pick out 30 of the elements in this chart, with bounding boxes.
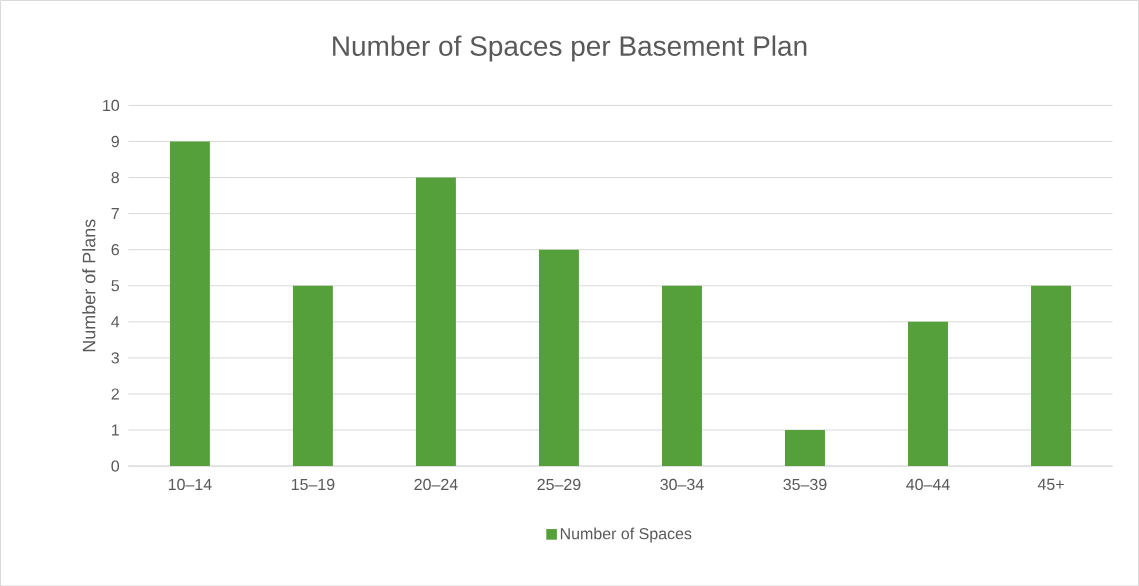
bar (785, 429, 825, 466)
bar (1031, 285, 1071, 466)
bar (908, 321, 948, 466)
y-tick-label: 5 (111, 279, 120, 292)
chart-title: Number of Spaces per Basement Plan (333, 35, 807, 62)
bar (169, 141, 210, 466)
y-tick-label: 10 (103, 99, 120, 111)
y-tick-label: 9 (111, 135, 119, 147)
y-axis-title: Number of Plans (82, 219, 96, 351)
y-tick-label: 6 (111, 243, 119, 256)
y-tick-label: 4 (111, 316, 120, 328)
x-tick-label: 10–14 (168, 478, 212, 490)
bar (292, 285, 333, 466)
y-tick-label: 1 (112, 424, 119, 436)
y-tick-label: 3 (111, 352, 119, 364)
bar (415, 177, 456, 466)
x-tick-label: 20–24 (414, 478, 458, 490)
y-tick-label: 0 (111, 460, 120, 472)
x-tick-label: 40–44 (906, 478, 950, 490)
x-tick-label: 45+ (1037, 478, 1064, 490)
bar (538, 249, 579, 466)
y-tick-label: 7 (111, 207, 119, 219)
legend-label: Number of Spaces (560, 527, 692, 543)
y-tick-label: 2 (111, 388, 119, 400)
x-tick-label: 35–39 (783, 478, 827, 490)
x-tick-label: 25–29 (537, 478, 581, 490)
bar (661, 285, 702, 466)
x-tick-label: 30–34 (660, 478, 704, 490)
x-tick-label: 15–19 (291, 478, 335, 490)
y-tick-label: 8 (111, 171, 119, 183)
